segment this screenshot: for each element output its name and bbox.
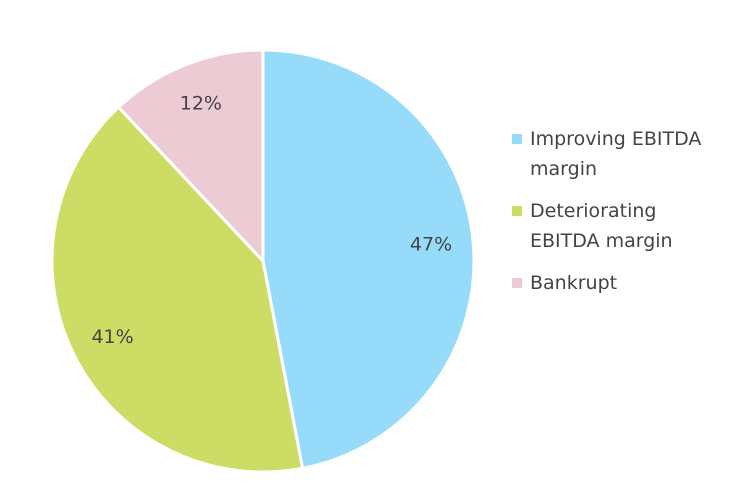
legend-item: Deteriorating EBITDA margin [510, 196, 710, 256]
data-label: 41% [91, 326, 133, 348]
legend: Improving EBITDA margin Deteriorating EBI… [510, 124, 710, 310]
legend-label: Improving EBITDA margin [530, 128, 702, 180]
legend-item: Improving EBITDA margin [510, 124, 710, 184]
data-label: 12% [180, 93, 222, 115]
data-label: 47% [410, 234, 452, 256]
legend-swatch [512, 134, 522, 144]
pie-slice [50, 105, 305, 474]
legend-label: Deteriorating EBITDA margin [530, 200, 673, 252]
legend-item: Bankrupt [510, 268, 710, 298]
legend-label: Bankrupt [530, 272, 618, 294]
pie-slice [116, 48, 265, 265]
legend-swatch [512, 206, 522, 216]
legend-swatch [512, 278, 522, 288]
pie-slice [261, 48, 476, 471]
